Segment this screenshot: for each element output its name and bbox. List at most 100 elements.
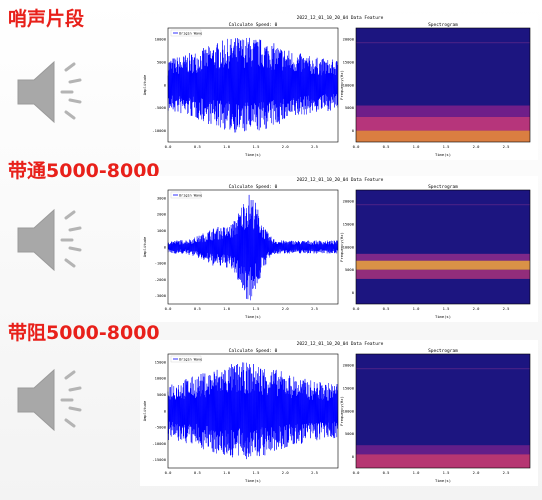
y-tick-label: 0 [352,454,355,459]
sound-wave [68,98,82,104]
speaker-icon [17,60,82,124]
figure: 2022_12_01_10_20_04 Data Feature Calculat… [140,14,538,160]
x-axis-label: Time(s) [245,152,261,157]
section-heading: 哨声片段 [8,8,85,30]
y-tick-label: 10000 [155,37,167,42]
y-axis-label: Amplitude [142,400,147,421]
x-tick-label: 1.5 [253,144,260,149]
x-tick-label: 0.0 [165,144,173,149]
x-tick-label: 0.0 [353,470,361,475]
waveform [167,362,339,460]
y-axis-label: Frequency(Hz) [339,70,344,100]
speaker-body [17,60,55,124]
y-tick-label: -15000 [152,457,166,462]
x-axis-label: Time(s) [245,314,261,319]
sound-wave [68,226,82,232]
x-tick-label: 0.0 [353,144,361,149]
x-tick-label: 2.5 [503,470,510,475]
sound-wave [68,78,82,84]
spectrogram-frame [355,353,531,469]
y-axis-label: Frequency(Hz) [339,396,344,426]
sound-wave [64,210,76,220]
y-tick-label: 0 [164,408,167,413]
x-tick-label: 2.5 [311,144,318,149]
x-tick-label: 0.0 [353,306,361,311]
wave-frame [167,27,339,143]
y-tick-label: -5000 [155,425,167,430]
wave-frame [167,189,339,305]
y-tick-label: 15000 [343,222,355,227]
wave-title: Calculate Speed: 0 [229,184,278,190]
spectrogram-band [356,130,530,142]
x-axis-label: Time(s) [435,152,451,157]
figure: 2022_12_01_10_20_04 Data Feature Calculat… [140,176,538,322]
figure-title: 2022_12_01_10_20_04 Data Feature [297,341,384,347]
x-tick-label: 1.5 [253,470,260,475]
x-tick-label: 2.0 [282,470,290,475]
y-axis-label: Frequency(Hz) [339,232,344,262]
y-tick-label: 3000 [157,195,167,200]
x-tick-label: 1.0 [413,144,421,149]
speaker-body [17,368,55,432]
wave-title: Calculate Speed: 0 [229,348,278,354]
x-axis-label: Time(s) [435,478,451,483]
sound-wave [68,406,82,412]
y-tick-label: 0 [352,290,355,295]
wave-frame [167,353,339,469]
sound-wave [64,110,76,120]
legend-box [170,191,202,199]
y-tick-label: 20000 [343,199,355,204]
sound-wave [68,246,82,252]
section-heading: 带阻5000-8000 [8,322,160,344]
y-tick-label: 10000 [155,376,167,381]
y-tick-label: 20000 [343,37,355,42]
x-tick-label: 2.0 [282,306,290,311]
wave-title: Calculate Speed: 0 [229,22,278,28]
x-tick-label: 1.0 [413,306,421,311]
spectrogram-band [356,445,530,455]
legend-label: Origin Wave [179,31,202,35]
y-tick-label: 0 [164,244,167,249]
y-axis-label: Amplitude [142,74,147,95]
spectrogram-frame [355,189,531,305]
section-heading: 带通5000-8000 [8,160,160,182]
y-tick-label: -1000 [155,261,167,266]
x-axis-label: Time(s) [435,314,451,319]
x-tick-label: 1.0 [223,144,231,149]
y-tick-label: 10000 [343,408,355,413]
y-tick-label: 1000 [157,228,167,233]
x-tick-label: 1.5 [443,470,450,475]
spectrogram-band [356,253,530,261]
x-tick-label: 2.5 [503,144,510,149]
x-tick-label: 0.5 [194,306,201,311]
legend-box [170,29,202,37]
sound-wave [68,386,82,392]
y-tick-label: 0 [352,128,355,133]
y-tick-label: 10000 [343,82,355,87]
y-tick-label: 5000 [345,267,355,272]
spectrogram-band [356,260,530,270]
x-tick-label: 0.5 [383,470,390,475]
y-tick-label: 20000 [343,363,355,368]
sound-wave [64,370,76,380]
y-tick-label: 5000 [345,105,355,110]
spectrogram-bg [356,190,530,304]
x-tick-label: 2.0 [282,144,290,149]
x-tick-label: 1.5 [443,306,450,311]
x-tick-label: 0.0 [165,306,173,311]
spectrogram-title: Spectrogram [428,22,458,28]
y-tick-label: 5000 [157,392,167,397]
x-tick-label: 0.5 [383,306,390,311]
x-tick-label: 2.5 [503,306,510,311]
spectrogram-title: Spectrogram [428,184,458,190]
x-tick-label: 2.0 [473,306,481,311]
spectrogram-frame [355,27,531,143]
y-tick-label: 10000 [343,244,355,249]
y-tick-label: -3000 [155,293,167,298]
legend-box [170,355,202,363]
x-tick-label: 0.5 [194,470,201,475]
x-tick-label: 2.0 [473,470,481,475]
legend-label: Origin Wave [179,357,202,361]
spectrogram-band [356,454,530,468]
